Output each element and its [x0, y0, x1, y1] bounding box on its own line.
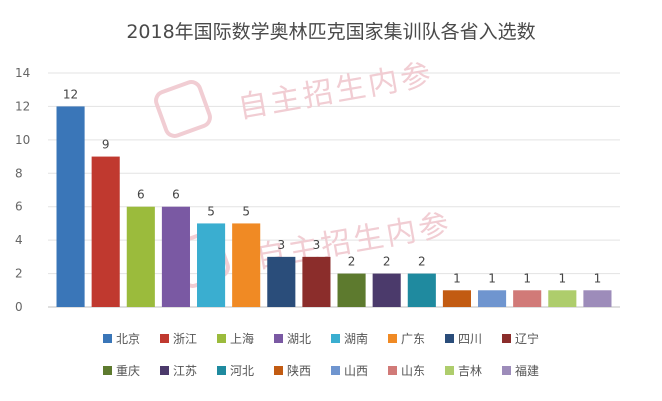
y-tick-label: 12	[15, 99, 30, 113]
data-label: 5	[207, 204, 215, 218]
legend-swatch	[502, 334, 511, 343]
data-label: 2	[383, 255, 391, 269]
data-label: 12	[63, 87, 78, 101]
bar-4	[161, 206, 190, 307]
watermark-logo-icon	[154, 80, 212, 138]
legend-item: 辽宁	[502, 331, 539, 346]
data-label: 1	[523, 271, 531, 285]
legend-swatch	[445, 366, 454, 375]
legend-item: 广东	[388, 332, 425, 346]
bar-15	[548, 290, 577, 307]
y-tick-label: 4	[15, 233, 23, 247]
watermark-text: 自主招生内参	[235, 57, 436, 126]
legend-item: 上海	[217, 331, 254, 346]
legend-swatch	[274, 334, 283, 343]
legend-swatch	[160, 334, 169, 343]
bar-6	[232, 223, 261, 307]
data-label: 1	[488, 271, 496, 285]
bars: 12 9 6 6 5 5 3 3 2 2 2 1 1 1 1 1	[56, 87, 612, 307]
legend-label: 四川	[458, 332, 482, 346]
bar-16	[583, 290, 612, 307]
legend-label: 浙江	[173, 332, 197, 346]
bar-8	[302, 256, 331, 307]
legend-item: 浙江	[160, 332, 197, 346]
y-tick-label: 0	[15, 300, 23, 314]
bar-13	[478, 290, 507, 307]
legend-swatch	[445, 334, 454, 343]
legend-label: 上海	[230, 331, 254, 346]
legend-label: 湖北	[287, 331, 311, 346]
legend-swatch	[217, 366, 226, 375]
legend-item: 河北	[217, 364, 254, 378]
y-tick-label: 10	[15, 133, 30, 147]
bar-9	[337, 273, 366, 307]
y-tick-label: 2	[15, 267, 23, 281]
legend-item: 四川	[445, 332, 482, 346]
legend-item: 山西	[331, 364, 368, 378]
legend-swatch	[160, 366, 169, 375]
y-axis: 0 2 4 6 8 10 12 14	[15, 66, 30, 314]
legend-item: 湖北	[274, 331, 311, 346]
y-tick-label: 6	[15, 200, 23, 214]
y-tick-label: 8	[15, 166, 23, 180]
legend-label: 吉林	[458, 364, 482, 378]
data-label: 2	[348, 255, 356, 269]
legend-swatch	[388, 366, 397, 375]
legend-item: 重庆	[103, 364, 140, 378]
legend-item: 陕西	[274, 363, 311, 378]
bar-7	[267, 256, 296, 307]
legend-item: 湖南	[331, 331, 368, 346]
legend-swatch	[274, 366, 283, 375]
legend-item: 吉林	[445, 364, 482, 378]
bar-10	[372, 273, 401, 307]
y-tick-label: 14	[15, 66, 30, 80]
legend-swatch	[103, 366, 112, 375]
legend-swatch	[331, 334, 340, 343]
data-label: 6	[172, 188, 180, 202]
bar-11	[407, 273, 436, 307]
legend-label: 辽宁	[515, 331, 539, 346]
legend-label: 陕西	[287, 363, 311, 378]
bar-14	[513, 290, 542, 307]
legend-swatch	[217, 334, 226, 343]
data-label: 6	[137, 188, 145, 202]
data-label: 9	[102, 138, 110, 152]
chart-title: 2018年国际数学奥林匹克国家集训队各省入选数	[126, 21, 535, 43]
data-label: 3	[313, 238, 321, 252]
legend-swatch	[388, 334, 397, 343]
legend-swatch	[331, 366, 340, 375]
data-label: 3	[277, 238, 285, 252]
legend-label: 山西	[344, 364, 368, 378]
legend-item: 福建	[502, 363, 539, 378]
legend-label: 重庆	[116, 364, 140, 378]
legend-swatch	[103, 334, 112, 343]
data-label: 1	[594, 271, 602, 285]
bar-5	[197, 223, 226, 307]
watermark-1: 自主招生内参	[154, 57, 436, 138]
legend-item: 山东	[388, 364, 425, 378]
bar-2	[91, 156, 120, 307]
legend-label: 北京	[116, 332, 140, 346]
legend-item: 北京	[103, 332, 140, 346]
bar-3	[126, 206, 155, 307]
legend-label: 山东	[401, 364, 425, 378]
legend-label: 河北	[230, 364, 254, 378]
data-label: 5	[242, 204, 250, 218]
data-label: 1	[453, 271, 461, 285]
legend-label: 广东	[401, 332, 425, 346]
data-label: 1	[558, 271, 566, 285]
legend-label: 江苏	[173, 364, 197, 378]
bar-12	[442, 290, 471, 307]
data-label: 2	[418, 255, 426, 269]
legend-swatch	[502, 366, 511, 375]
legend-label: 福建	[515, 363, 539, 378]
bar-1	[56, 106, 85, 307]
legend-label: 湖南	[344, 331, 368, 346]
legend-item: 江苏	[160, 364, 197, 378]
